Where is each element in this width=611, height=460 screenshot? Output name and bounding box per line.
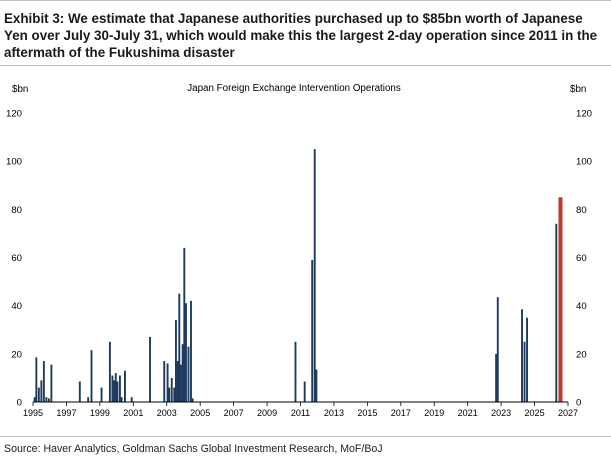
intervention-bar — [170, 377, 173, 402]
intervention-bar — [168, 387, 171, 402]
intervention-bar — [33, 397, 36, 402]
intervention-bar — [176, 361, 179, 402]
intervention-bar — [42, 361, 45, 402]
x-tick-label: 2001 — [123, 408, 143, 418]
x-tick-label: 1999 — [90, 408, 110, 418]
intervention-bar — [187, 346, 190, 402]
y-tick-label-right: 60 — [576, 253, 587, 264]
intervention-bar — [120, 397, 123, 402]
chart-title: Japan Foreign Exchange Intervention Oper… — [187, 83, 401, 94]
y-tick-label-right: 100 — [576, 157, 592, 168]
x-tick-label: 2025 — [525, 408, 545, 418]
y-tick-label-right: 120 — [576, 109, 592, 120]
footer-divider — [0, 436, 611, 437]
intervention-bar — [50, 364, 53, 402]
intervention-bar — [114, 373, 117, 402]
x-ticks: 1995 1997 1999 2001 2003 2005 2007 2009 2011 2013… — [23, 402, 578, 418]
bars — [33, 149, 563, 402]
intervention-bar — [180, 364, 182, 402]
y-tick-label-right: 0 — [576, 398, 581, 409]
x-tick-label: 1995 — [23, 408, 43, 418]
intervention-bar — [47, 398, 50, 402]
intervention-bar — [45, 397, 48, 402]
intervention-bar — [174, 320, 177, 402]
intervention-bar — [178, 293, 181, 402]
intervention-bar — [173, 387, 176, 402]
intervention-bar — [496, 297, 499, 402]
intervention-bar — [37, 387, 40, 402]
x-tick-label: 2013 — [324, 408, 344, 418]
intervention-bar — [181, 344, 184, 402]
intervention-bar — [315, 369, 318, 402]
x-tick-label: 2005 — [190, 408, 210, 418]
x-tick-label: 2015 — [357, 408, 377, 418]
y-tick-label-right: 80 — [576, 205, 587, 216]
intervention-bar — [113, 380, 116, 402]
intervention-bar — [90, 350, 93, 402]
intervention-bar — [311, 259, 314, 402]
intervention-bar — [163, 361, 166, 402]
intervention-bar — [526, 317, 528, 402]
intervention-bar — [124, 370, 126, 402]
intervention-bar — [100, 387, 103, 402]
y-tick-label-left: 120 — [6, 109, 22, 120]
intervention-bar — [166, 363, 169, 402]
intervention-bar — [40, 380, 43, 402]
x-tick-label: 2009 — [257, 408, 277, 418]
x-tick-label: 2017 — [391, 408, 411, 418]
exhibit-title: Exhibit 3: We estimate that Japanese aut… — [4, 11, 598, 60]
y-tick-label-left: 20 — [11, 349, 22, 360]
intervention-bar — [111, 375, 114, 402]
x-tick-label: 2023 — [491, 408, 511, 418]
intervention-bar — [87, 397, 90, 402]
y-tick-label-left: 60 — [11, 253, 22, 264]
intervention-bar — [35, 357, 38, 402]
y-axis-label-left: $bn — [12, 84, 28, 95]
intervention-bar — [555, 223, 558, 402]
intervention-bar — [313, 149, 316, 402]
intervention-bar — [495, 353, 498, 402]
exhibit-heading: Exhibit 3: We estimate that Japanese aut… — [0, 0, 611, 66]
intervention-bar — [116, 381, 119, 402]
y-tick-label-left: 100 — [6, 157, 22, 168]
y-tick-label-left: 40 — [11, 301, 22, 312]
x-tick-label: 2019 — [424, 408, 444, 418]
estimated-intervention-bar — [558, 197, 563, 402]
y-tick-label-right: 20 — [576, 349, 587, 360]
intervention-bar — [521, 309, 523, 402]
y-ticks-right: 0 20 40 60 80 100 120 — [576, 109, 592, 409]
y-tick-label-left: 0 — [17, 398, 22, 409]
intervention-bar — [191, 398, 194, 402]
y-tick-label-right: 40 — [576, 301, 587, 312]
y-axis-label-right: $bn — [570, 84, 586, 95]
intervention-bar — [303, 381, 306, 402]
source-note: Source: Haver Analytics, Goldman Sachs G… — [4, 443, 383, 455]
intervention-bar — [78, 381, 81, 402]
intervention-bar — [118, 375, 121, 402]
x-tick-label: 1997 — [56, 408, 76, 418]
y-tick-label-left: 80 — [11, 205, 22, 216]
intervention-bar — [185, 303, 187, 402]
x-tick-label: 2003 — [157, 408, 177, 418]
intervention-bar — [183, 247, 186, 402]
x-tick-label: 2011 — [291, 408, 310, 418]
y-ticks-left: 0 20 40 60 80 100 120 — [6, 109, 22, 409]
x-tick-label: 2021 — [458, 408, 478, 418]
intervention-bar — [190, 300, 192, 402]
intervention-bar — [294, 341, 297, 402]
intervention-bar — [130, 397, 133, 402]
intervention-bar-chart: Japan Foreign Exchange Intervention Oper… — [6, 83, 592, 418]
intervention-bar — [523, 341, 526, 402]
x-tick-label: 2027 — [558, 408, 578, 418]
x-tick-label: 2007 — [224, 408, 244, 418]
intervention-bar — [149, 336, 151, 402]
intervention-bar — [108, 341, 111, 402]
